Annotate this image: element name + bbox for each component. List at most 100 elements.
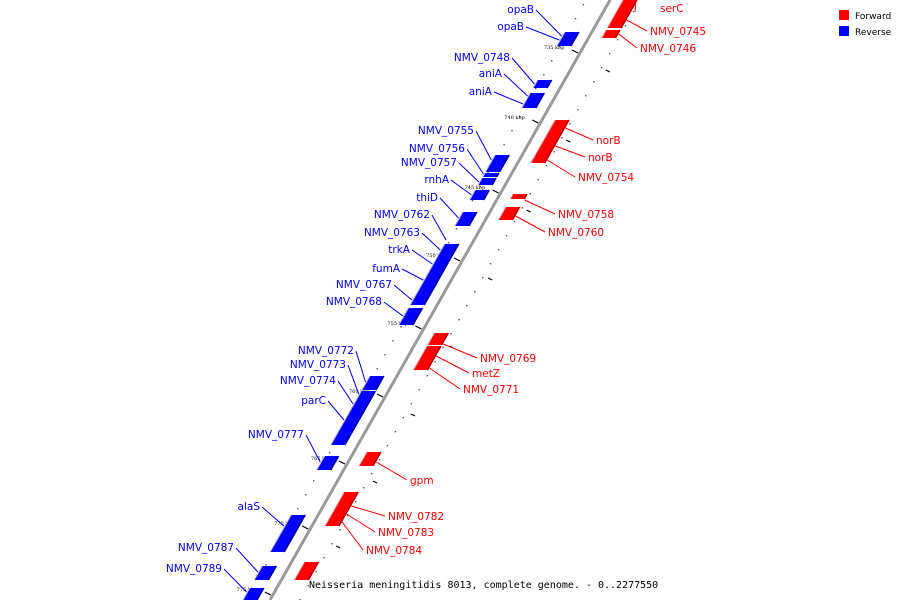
reverse-gene-label-nmv-0773: NMV_0773 [290, 359, 346, 371]
minor-tick [529, 193, 531, 195]
kbp-tick [338, 460, 346, 465]
reverse-gene-feature [477, 177, 497, 186]
reverse-gene-label-nmv-0777: NMV_0777 [248, 429, 304, 441]
reverse-gene-feature [421, 261, 450, 286]
minor-tick [511, 130, 513, 132]
gene-highlight [556, 31, 566, 47]
minor-tick [307, 585, 309, 587]
reverse-gene-feature [521, 92, 545, 109]
minor-tick [521, 207, 524, 209]
kbp-label: 750 kbp [426, 253, 447, 259]
reverse-gene-label-parc: parC [301, 395, 326, 407]
kbp-label: 740 kbp [504, 115, 525, 121]
gene-highlight [361, 375, 371, 391]
forward-gene-label-nmv-0784: NMV_0784 [366, 545, 422, 557]
gene-highlight [534, 119, 556, 157]
minor-tick [474, 291, 476, 293]
gene-shade [307, 561, 320, 581]
forward-gene-feature [358, 451, 382, 467]
gene-body [601, 30, 620, 38]
gene-shade [423, 283, 437, 306]
gene-body [556, 32, 579, 46]
label-leader [383, 301, 404, 317]
gene-body [362, 376, 384, 390]
label-leader [458, 162, 480, 183]
reverse-gene-label-nmv-0762: NMV_0762 [374, 209, 430, 221]
kbp-label: 775 kbp [237, 587, 258, 593]
forward-gene-label-metz: metZ [472, 368, 500, 380]
gene-body [351, 402, 370, 408]
reverse-gene-feature [454, 211, 478, 227]
gene-shade [523, 193, 528, 200]
minor-tick [265, 564, 267, 566]
gene-highlight [485, 154, 496, 173]
minor-tick [489, 263, 492, 265]
minor-tick [519, 116, 521, 118]
gene-body [421, 262, 449, 285]
reverse-gene-label-fuma: fumA [372, 263, 401, 275]
label-leader [431, 214, 447, 241]
forward-gene-label-nmv-0769: NMV_0769 [480, 353, 536, 365]
gene-body [510, 194, 528, 199]
minor-tick [402, 417, 405, 419]
forward-gene-feature [497, 206, 521, 221]
minor-tick [363, 487, 365, 489]
minor-tick [447, 242, 450, 244]
kbp-tick [571, 49, 579, 54]
gene-shade [267, 565, 277, 581]
reverse-gene-feature [316, 455, 340, 471]
reverse-gene-feature [351, 401, 370, 409]
gene-body [330, 408, 366, 445]
reverse-gene-label-opab: opaB [497, 21, 524, 33]
gene-shade [338, 517, 345, 527]
minor-tick [585, 95, 587, 97]
minor-tick [505, 235, 508, 237]
minor-tick [471, 200, 474, 202]
minor-tick [315, 571, 317, 573]
gene-shade [375, 375, 385, 391]
gene-shade [412, 307, 424, 326]
gene-highlight [293, 561, 305, 581]
forward-gene-label-nmv-0746: NMV_0746 [640, 43, 696, 55]
label-leader [511, 57, 535, 85]
gene-highlight [398, 307, 409, 326]
forward-gene-label-nmv-0771: NMV_0771 [463, 384, 519, 396]
gene-highlight [497, 206, 507, 221]
label-leader [347, 364, 360, 395]
minor-tick [569, 123, 571, 125]
forward-gene-feature [509, 193, 528, 200]
minor-tick [394, 431, 397, 433]
reverse-gene-label-ania: aniA [479, 68, 503, 80]
kbp-markers: 735 kbp 740 kbp 745 kbp 750 kbp 755 kbp 760 k… [237, 45, 611, 596]
gene-labels: serC NMV_0745 NMV_0746 norB norB NMV_0754 NMV_… [166, 3, 706, 593]
kbp-tick [376, 393, 384, 398]
gene-highlight [409, 283, 423, 306]
minor-tick [323, 557, 325, 559]
gene-highlight [434, 243, 446, 263]
minor-tick [386, 445, 389, 447]
label-leader [524, 199, 556, 215]
minor-tick [305, 494, 307, 496]
minor-tick [384, 354, 386, 356]
minor-tick [601, 67, 603, 69]
minor-tick [392, 340, 394, 342]
label-leader [439, 197, 459, 219]
genome-backbone [268, 0, 612, 600]
gene-shade [365, 401, 370, 409]
gene-body [410, 284, 437, 305]
gene-body [358, 452, 381, 466]
genome-caption: Neisseria meningitidis 8013, complete ge… [309, 580, 658, 591]
label-leader [421, 232, 441, 251]
gene-highlight [601, 29, 607, 39]
forward-gene-label-nmv-0783: NMV_0783 [378, 527, 434, 539]
gene-shade [535, 92, 545, 109]
gene-body [534, 120, 569, 156]
label-leader [346, 513, 376, 533]
minor-tick [551, 60, 553, 62]
minor-tick [313, 480, 315, 482]
gene-body [316, 456, 339, 470]
reverse-gene-label-alas: alaS [238, 501, 261, 513]
gene-highlight [454, 211, 464, 227]
minor-tick [328, 452, 331, 454]
